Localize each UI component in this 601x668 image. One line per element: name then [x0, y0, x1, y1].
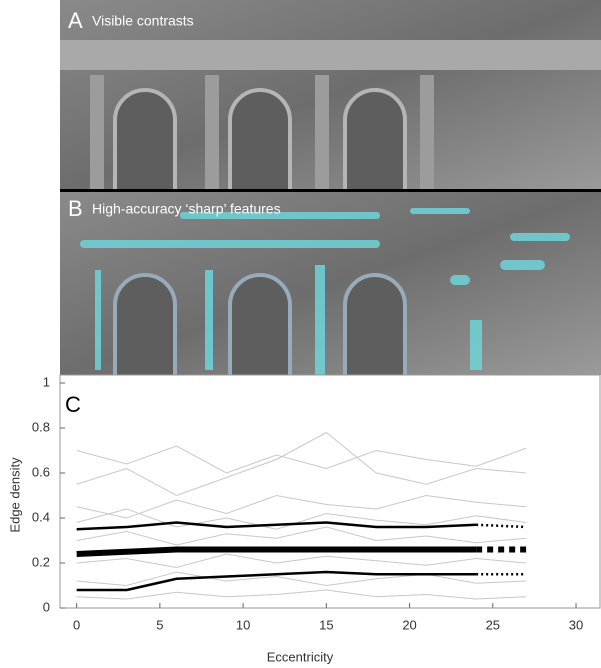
line — [76, 553, 527, 569]
line — [76, 546, 477, 557]
line — [76, 508, 527, 530]
panel-letter: A — [68, 8, 83, 33]
y-axis-label: Edge density — [7, 457, 22, 533]
line — [76, 431, 527, 497]
divider — [60, 189, 601, 192]
chart: C Eccentricity Edge density 0 0.2 0.4 0.6 0.… — [7, 374, 601, 664]
photo-b: B High-accuracy ‘sharp’ features — [60, 192, 601, 375]
x-tick-label: 15 — [319, 617, 333, 632]
x-tick-label: 5 — [156, 617, 163, 632]
panel-letter: C — [65, 392, 81, 417]
line — [476, 523, 527, 529]
y-tick-label: 0.6 — [32, 464, 50, 479]
panel-caption: Visible contrasts — [92, 13, 194, 29]
y-tick-label: 0 — [43, 599, 50, 614]
line — [76, 445, 527, 474]
y-tick-label: 0.2 — [32, 554, 50, 569]
y-tick-label: 0.8 — [32, 419, 50, 434]
y-tick-label: 1 — [43, 374, 50, 389]
line — [76, 521, 477, 531]
line — [76, 589, 527, 600]
y-tick-label: 0.4 — [32, 509, 50, 524]
panel-caption: High-accuracy ‘sharp’ features — [92, 201, 281, 217]
line — [76, 526, 527, 546]
photo-a: A Visible contrasts — [60, 0, 601, 190]
x-tick-label: 25 — [486, 617, 500, 632]
plot-frame — [59, 374, 601, 609]
x-tick-label: 0 — [73, 617, 80, 632]
line — [76, 494, 527, 519]
panel-letter: B — [68, 196, 83, 221]
x-tick-label: 20 — [402, 617, 416, 632]
x-tick-label: 30 — [569, 617, 583, 632]
line — [76, 570, 477, 592]
x-tick-label: 10 — [236, 617, 250, 632]
x-axis-label: Eccentricity — [267, 649, 334, 664]
line — [76, 571, 527, 587]
